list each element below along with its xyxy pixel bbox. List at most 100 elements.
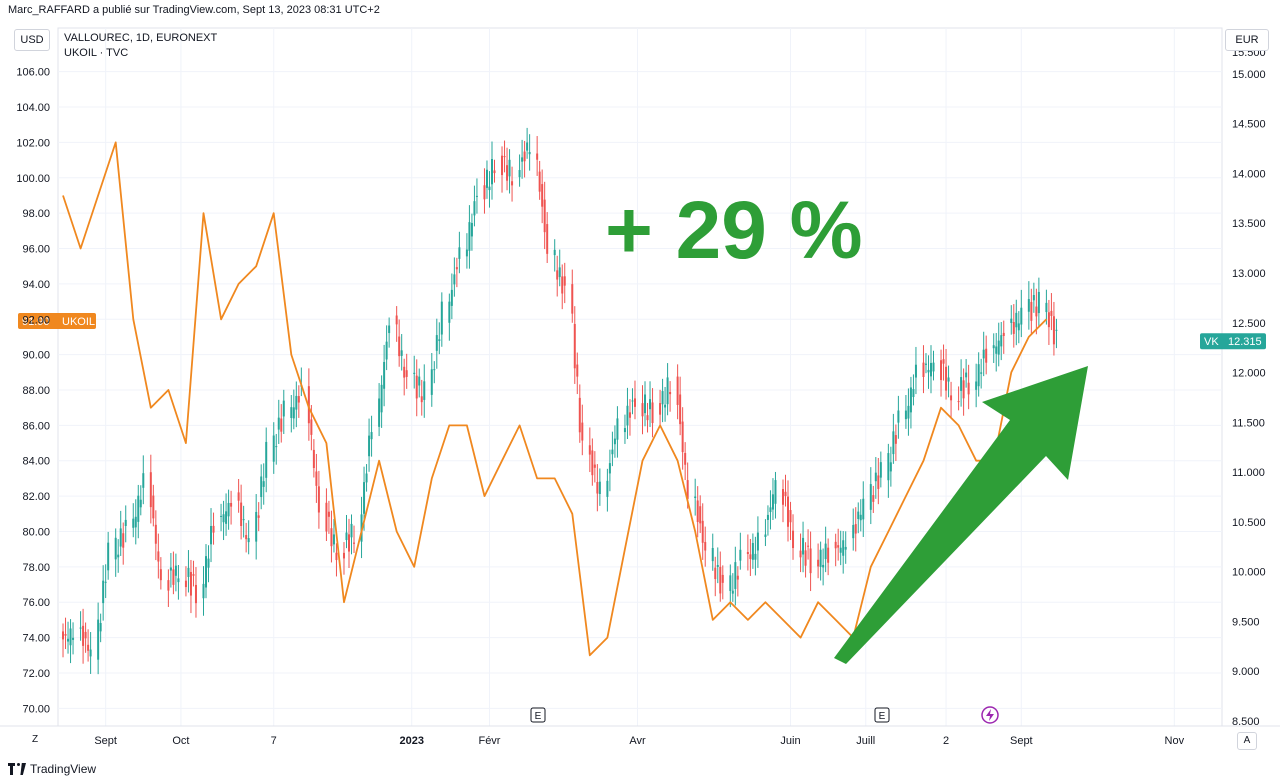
- vk-candle: [388, 325, 391, 334]
- vk-candle: [134, 516, 137, 528]
- x-tick-label: Juill: [856, 735, 875, 747]
- vk-candle: [711, 547, 714, 562]
- vk-candle: [837, 545, 840, 548]
- zoom-toggle-button[interactable]: Z: [31, 734, 39, 745]
- vk-candle: [455, 267, 458, 270]
- vk-candle: [114, 537, 117, 560]
- vk-candle: [413, 372, 416, 374]
- vk-candle: [980, 372, 983, 374]
- vk-candle: [581, 422, 584, 441]
- vk-candle: [661, 391, 664, 405]
- vk-candle: [746, 552, 749, 555]
- percent-gain-annotation: + 29 %: [605, 185, 863, 276]
- vk-candle: [626, 405, 629, 426]
- vk-candle: [1055, 329, 1058, 331]
- x-tick-label: Sept: [94, 735, 117, 747]
- vk-candle: [894, 435, 897, 444]
- vk-candle: [403, 366, 406, 378]
- vk-candle: [245, 535, 248, 540]
- vk-candle: [684, 453, 687, 465]
- vk-candle: [932, 362, 935, 372]
- vk-candle: [327, 511, 330, 517]
- vk-candle: [99, 622, 102, 632]
- vk-candle: [862, 498, 865, 520]
- vk-candle: [874, 472, 877, 482]
- vk-candle: [892, 431, 895, 455]
- right-tick-label: 10.000: [1232, 567, 1266, 579]
- vk-candle: [960, 377, 963, 391]
- x-tick-label: Sept: [1010, 735, 1033, 747]
- x-axis: Sept Oct 7 2023 Févr Avr Juin Juill 2 Sept Nov: [0, 725, 1280, 747]
- vk-candle: [383, 361, 386, 389]
- left-tick-label: 72.00: [22, 668, 50, 680]
- vk-candle: [423, 381, 426, 400]
- chart-area[interactable]: VK 12.315 91.90 UKOIL 72.00 74.00 76.00 78.00…: [0, 24, 1280, 754]
- x-tick-label: 2023: [399, 735, 423, 747]
- auto-scale-button[interactable]: A: [1237, 732, 1257, 750]
- vk-candle: [62, 631, 65, 640]
- vk-candle: [468, 222, 471, 251]
- right-axis: 8.500 9.000 9.500 10.000 10.500 11.000 11.500 1…: [1232, 47, 1266, 728]
- vk-candle: [1027, 299, 1030, 312]
- vk-candle: [225, 511, 228, 524]
- vk-candle: [222, 514, 225, 523]
- vk-candle: [857, 511, 860, 519]
- vk-candle: [400, 350, 403, 356]
- publisher-line: Marc_RAFFARD a publié sur TradingView.co…: [8, 4, 380, 16]
- vk-candle: [242, 519, 245, 521]
- vk-candle: [202, 583, 205, 599]
- left-tick-label: 76.00: [22, 597, 50, 609]
- vk-candle: [681, 421, 684, 453]
- left-tick-label: 96.00: [22, 244, 50, 256]
- vk-candle: [817, 559, 820, 567]
- vk-candle: [541, 184, 544, 207]
- vk-candle: [736, 575, 739, 580]
- vk-candle: [257, 515, 260, 518]
- vk-candle: [240, 502, 243, 527]
- vk-candle: [859, 514, 862, 521]
- vk-candle: [824, 543, 827, 560]
- ukoil-price-badge: [18, 313, 96, 330]
- vk-candle: [686, 480, 689, 499]
- vk-candle: [631, 400, 634, 402]
- vk-candle: [997, 340, 1000, 355]
- x-tick-label: 7: [271, 735, 277, 747]
- vk-candle: [945, 366, 948, 391]
- vk-candle: [210, 525, 213, 545]
- vk-candle: [962, 380, 965, 399]
- earnings-marker-label: E: [535, 711, 542, 722]
- right-currency-label[interactable]: EUR: [1225, 29, 1269, 51]
- vk-candle: [611, 449, 614, 455]
- vk-candle: [122, 533, 125, 548]
- vk-candle: [1052, 316, 1055, 345]
- left-currency-label[interactable]: USD: [14, 29, 50, 51]
- vk-candle: [701, 520, 704, 543]
- vk-candle: [272, 435, 275, 462]
- vk-candle: [167, 580, 170, 591]
- vk-candle: [822, 564, 825, 568]
- vk-candle: [177, 578, 180, 583]
- vk-candle: [907, 405, 910, 419]
- vk-candle: [834, 541, 837, 549]
- vk-candle: [119, 528, 122, 547]
- vk-candle: [947, 377, 950, 382]
- vk-candle: [897, 410, 900, 423]
- vk-candle: [721, 574, 724, 583]
- vk-candle: [912, 389, 915, 398]
- vk-candle: [368, 435, 371, 457]
- vk-candle: [827, 547, 830, 563]
- compare-symbol-legend[interactable]: UKOIL · TVC: [64, 47, 129, 59]
- vk-candle: [872, 495, 875, 502]
- vk-candle: [380, 384, 383, 413]
- main-symbol-legend[interactable]: VALLOUREC, 1D, EURONEXT: [64, 32, 218, 44]
- x-tick-label: Nov: [1165, 735, 1185, 747]
- vk-candle: [694, 496, 697, 499]
- vk-candle: [985, 348, 988, 363]
- vk-candle: [312, 449, 315, 469]
- vk-candle: [265, 441, 268, 478]
- vk-candle: [137, 495, 140, 522]
- footer-brand[interactable]: TradingView: [30, 762, 97, 776]
- vk-candle: [576, 364, 579, 377]
- vk-candle: [1050, 310, 1053, 316]
- vk-candle: [398, 336, 401, 357]
